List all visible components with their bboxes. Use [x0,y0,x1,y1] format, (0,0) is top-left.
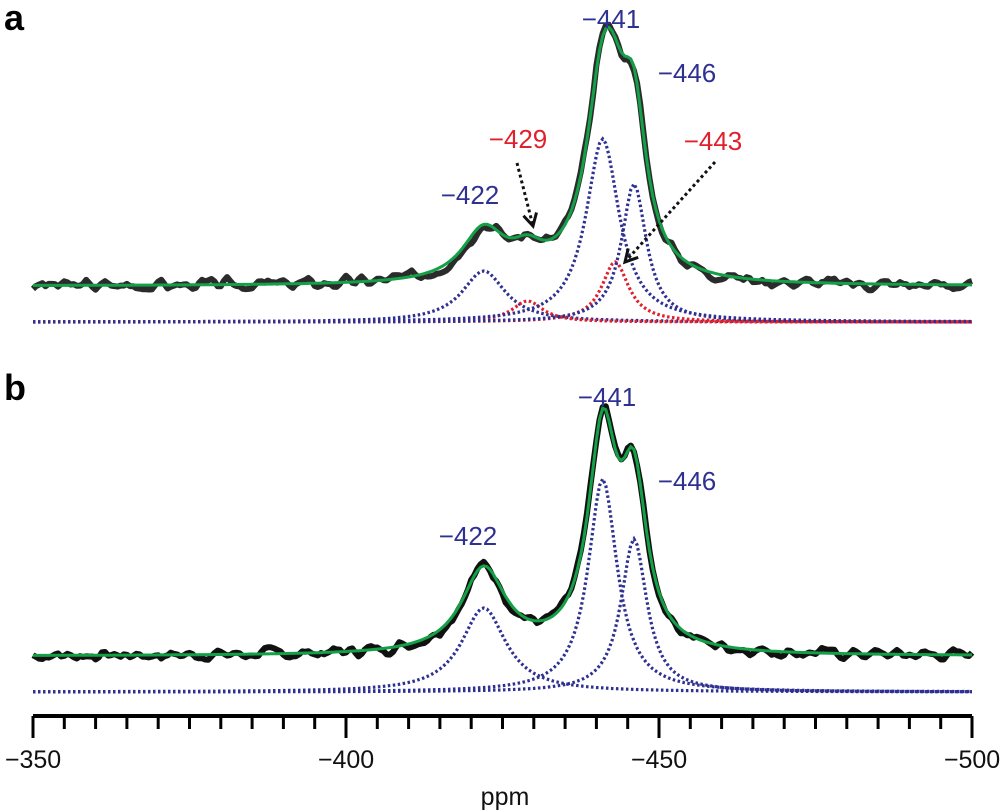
label-arrow-line [515,162,535,227]
fit-curve [33,25,972,287]
panel-a: −441 −446 −422 −429 −443 [30,4,973,324]
x-axis: −350 −400 −450 −500 [5,714,1000,774]
peak-label: −443 [684,126,743,156]
tick-label: −450 [631,746,687,774]
panel-letter-b: b [4,367,26,408]
experimental-spectrum [30,21,973,294]
peak-label: −446 [658,466,717,496]
component-curve-m429 [33,299,972,324]
label-arrow-head [622,248,639,265]
peak-label: −441 [578,382,637,412]
component-curve-m446 [33,535,972,694]
tick-label: −350 [5,746,61,774]
panel-b: −441 −446 −422 [31,382,975,694]
peak-label: −441 [582,4,641,34]
label-arrow-line [623,160,717,264]
fit-curve [33,406,972,657]
experimental-spectrum [31,403,975,663]
component-curve-m446 [33,180,972,324]
peak-label: −429 [489,124,548,154]
peak-label: −422 [441,180,500,210]
peak-label: −422 [439,521,498,551]
component-curve-m441 [33,475,972,694]
tick-label: −500 [944,746,1000,774]
label-arrow-head [522,212,538,230]
x-axis-title: ppm [481,783,530,811]
peak-label: −446 [658,58,717,88]
tick-label: −400 [318,746,374,774]
panel-letter-a: a [4,0,25,38]
